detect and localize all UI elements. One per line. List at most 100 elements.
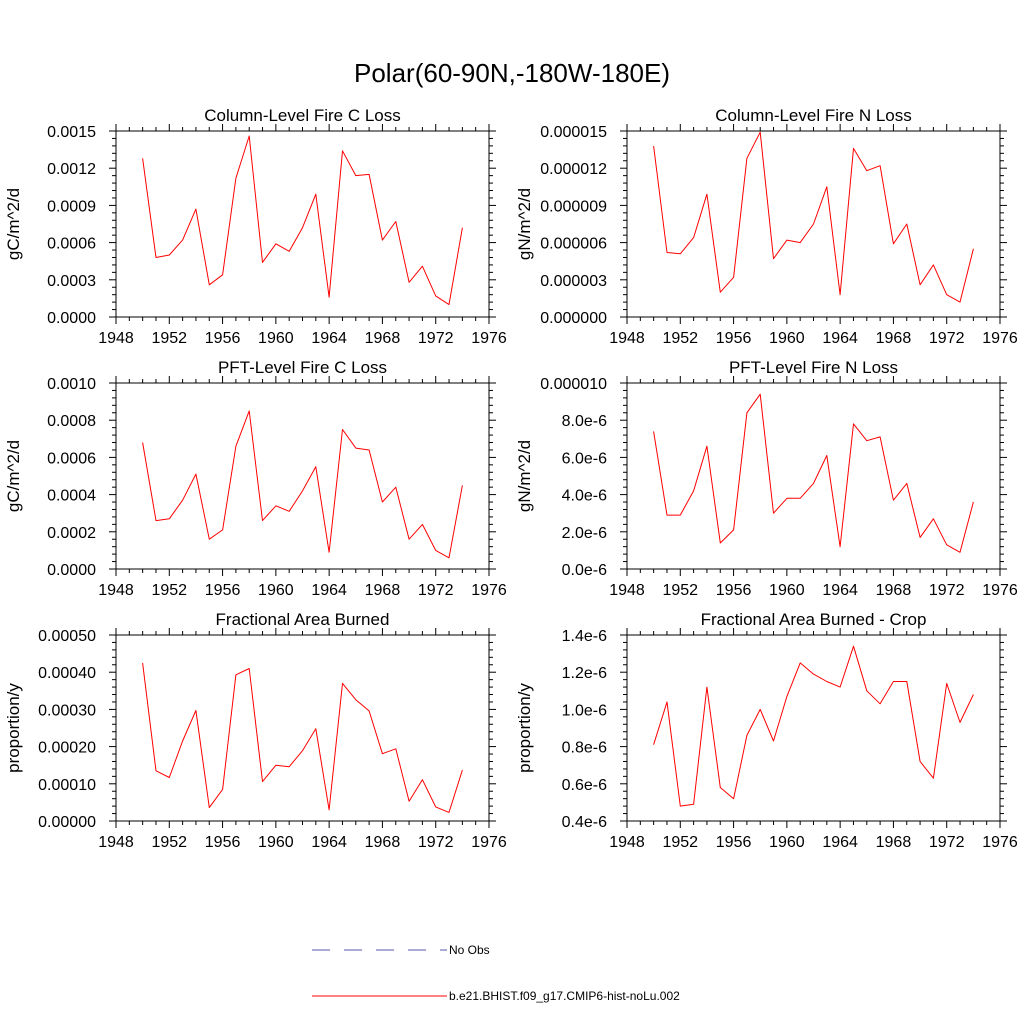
chart-5-xtick-label-1972: 1972 [418, 834, 454, 851]
chart-6-ytick-label-5: 1.4e-6 [562, 628, 607, 645]
figure-title: Polar(60-90N,-180W-180E) [354, 58, 670, 88]
chart-3-ytick-label-3: 0.0006 [47, 450, 96, 467]
chart-3-xtick-label-1952: 1952 [151, 582, 187, 599]
chart-1-xtick-label-1972: 1972 [418, 330, 454, 347]
chart-1-xtick-label-1976: 1976 [471, 330, 507, 347]
chart-5-fractional-area-burned: Fractional Area Burned proportion/y 1948 19… [4, 610, 507, 851]
chart-6-ytick-label-1: 0.6e-6 [562, 777, 607, 794]
chart-3-ytick-label-5: 0.0010 [47, 376, 96, 393]
chart-4-ytick-label-4: 8.0e-6 [562, 413, 607, 430]
chart-3-ytick-label-0: 0.0000 [47, 562, 96, 579]
chart-4-ytick-label-3: 6.0e-6 [562, 450, 607, 467]
chart-3-title: PFT-Level Fire C Loss [218, 358, 387, 377]
chart-5-xtick-label-1960: 1960 [258, 834, 294, 851]
chart-4-series-1-line [653, 393, 974, 553]
chart-5-ytick-label-3: 0.00030 [38, 702, 96, 719]
chart-4-ytick-label-5: 0.000010 [540, 376, 607, 393]
chart-6-ytick-label-0: 0.4e-6 [562, 814, 607, 831]
chart-2-xtick-label-1948: 1948 [609, 330, 645, 347]
chart-2-xtick-label-1968: 1968 [876, 330, 912, 347]
chart-5-ylabel: proportion/y [4, 683, 23, 773]
chart-1-ytick-label-1: 0.0003 [47, 273, 96, 290]
chart-5-ytick-label-1: 0.00010 [38, 777, 96, 794]
chart-5-xtick-label-1968: 1968 [365, 834, 401, 851]
legend-label-no-obs: No Obs [449, 943, 490, 957]
chart-5-xtick-label-1956: 1956 [205, 834, 241, 851]
legend-label-model-run: b.e21.BHIST.f09_g17.CMIP6-hist-noLu.002 [449, 989, 680, 1003]
chart-6-ytick-label-2: 0.8e-6 [562, 740, 607, 757]
chart-3-ytick-label-4: 0.0008 [47, 413, 96, 430]
chart-6-xtick-label-1952: 1952 [662, 834, 698, 851]
chart-4-xtick-label-1952: 1952 [662, 582, 698, 599]
legend-item-no-obs: No Obs [312, 943, 490, 957]
chart-1-ytick-label-3: 0.0009 [47, 198, 96, 215]
chart-2-ylabel: gN/m^2/d [515, 188, 534, 260]
chart-2-xtick-label-1972: 1972 [929, 330, 965, 347]
chart-2-ytick-label-3: 0.000009 [540, 198, 607, 215]
chart-5-series-1-line [142, 662, 463, 813]
chart-1-series-1-line [142, 135, 463, 306]
chart-6-xtick-label-1956: 1956 [716, 834, 752, 851]
chart-5-xtick-label-1948: 1948 [98, 834, 134, 851]
chart-3-xtick-label-1976: 1976 [471, 582, 507, 599]
chart-2-xtick-label-1956: 1956 [716, 330, 752, 347]
chart-1-xtick-label-1948: 1948 [98, 330, 134, 347]
chart-5-ytick-label-4: 0.00040 [38, 665, 96, 682]
chart-3-xtick-label-1948: 1948 [98, 582, 134, 599]
legend: No Obs b.e21.BHIST.f09_g17.CMIP6-hist-no… [312, 943, 680, 1003]
chart-4-ylabel: gN/m^2/d [515, 440, 534, 512]
chart-1-xtick-label-1960: 1960 [258, 330, 294, 347]
chart-1-xtick-label-1952: 1952 [151, 330, 187, 347]
chart-4-title: PFT-Level Fire N Loss [729, 358, 898, 377]
chart-1-ytick-label-5: 0.0015 [47, 124, 96, 141]
chart-4-ytick-label-1: 2.0e-6 [562, 525, 607, 542]
chart-2-series-1-line [653, 131, 974, 303]
chart-5-xtick-label-1964: 1964 [311, 834, 347, 851]
chart-3-xtick-label-1968: 1968 [365, 582, 401, 599]
chart-6-ylabel: proportion/y [515, 683, 534, 773]
chart-4-xtick-label-1956: 1956 [716, 582, 752, 599]
chart-6-xtick-label-1948: 1948 [609, 834, 645, 851]
chart-4-xtick-label-1968: 1968 [876, 582, 912, 599]
chart-6-xtick-label-1972: 1972 [929, 834, 965, 851]
chart-2-xtick-label-1960: 1960 [769, 330, 805, 347]
chart-1-title: Column-Level Fire C Loss [204, 106, 401, 125]
legend-item-model-run: b.e21.BHIST.f09_g17.CMIP6-hist-noLu.002 [312, 989, 680, 1003]
chart-4-xtick-label-1976: 1976 [982, 582, 1018, 599]
chart-5-ytick-label-5: 0.00050 [38, 628, 96, 645]
chart-2-ytick-label-2: 0.000006 [540, 236, 607, 253]
chart-6-title: Fractional Area Burned - Crop [701, 610, 927, 629]
chart-6-series-1-line [653, 645, 974, 807]
chart-3-xtick-label-1972: 1972 [418, 582, 454, 599]
chart-2-column-level-fire-n-loss: Column-Level Fire N Loss gN/m^2/d 1948 1952… [515, 106, 1018, 347]
chart-5-xtick-label-1976: 1976 [471, 834, 507, 851]
chart-3-ylabel: gC/m^2/d [4, 440, 23, 512]
chart-2-xtick-label-1964: 1964 [822, 330, 858, 347]
chart-4-xtick-label-1972: 1972 [929, 582, 965, 599]
chart-1-ylabel: gC/m^2/d [4, 188, 23, 260]
chart-4-ytick-label-2: 4.0e-6 [562, 488, 607, 505]
chart-2-ytick-label-1: 0.000003 [540, 273, 607, 290]
chart-4-plot-frame [626, 382, 1001, 570]
chart-1-ytick-label-4: 0.0012 [47, 161, 96, 178]
chart-6-xtick-label-1964: 1964 [822, 834, 858, 851]
chart-5-ytick-label-2: 0.00020 [38, 740, 96, 757]
chart-6-xtick-label-1960: 1960 [769, 834, 805, 851]
chart-4-xtick-label-1960: 1960 [769, 582, 805, 599]
chart-2-ytick-label-0: 0.000000 [540, 310, 607, 327]
chart-6-plot-frame [626, 634, 1001, 822]
chart-5-ytick-label-0: 0.00000 [38, 814, 96, 831]
chart-2-xtick-label-1976: 1976 [982, 330, 1018, 347]
chart-6-ytick-label-3: 1.0e-6 [562, 702, 607, 719]
chart-2-ytick-label-5: 0.000015 [540, 124, 607, 141]
chart-6-xtick-label-1968: 1968 [876, 834, 912, 851]
chart-5-xtick-label-1952: 1952 [151, 834, 187, 851]
chart-4-xtick-label-1964: 1964 [822, 582, 858, 599]
chart-1-xtick-label-1964: 1964 [311, 330, 347, 347]
chart-3-series-1-line [142, 410, 463, 559]
chart-3-xtick-label-1960: 1960 [258, 582, 294, 599]
chart-2-ytick-label-4: 0.000012 [540, 161, 607, 178]
chart-6-xtick-label-1976: 1976 [982, 834, 1018, 851]
chart-3-ytick-label-2: 0.0004 [47, 488, 96, 505]
